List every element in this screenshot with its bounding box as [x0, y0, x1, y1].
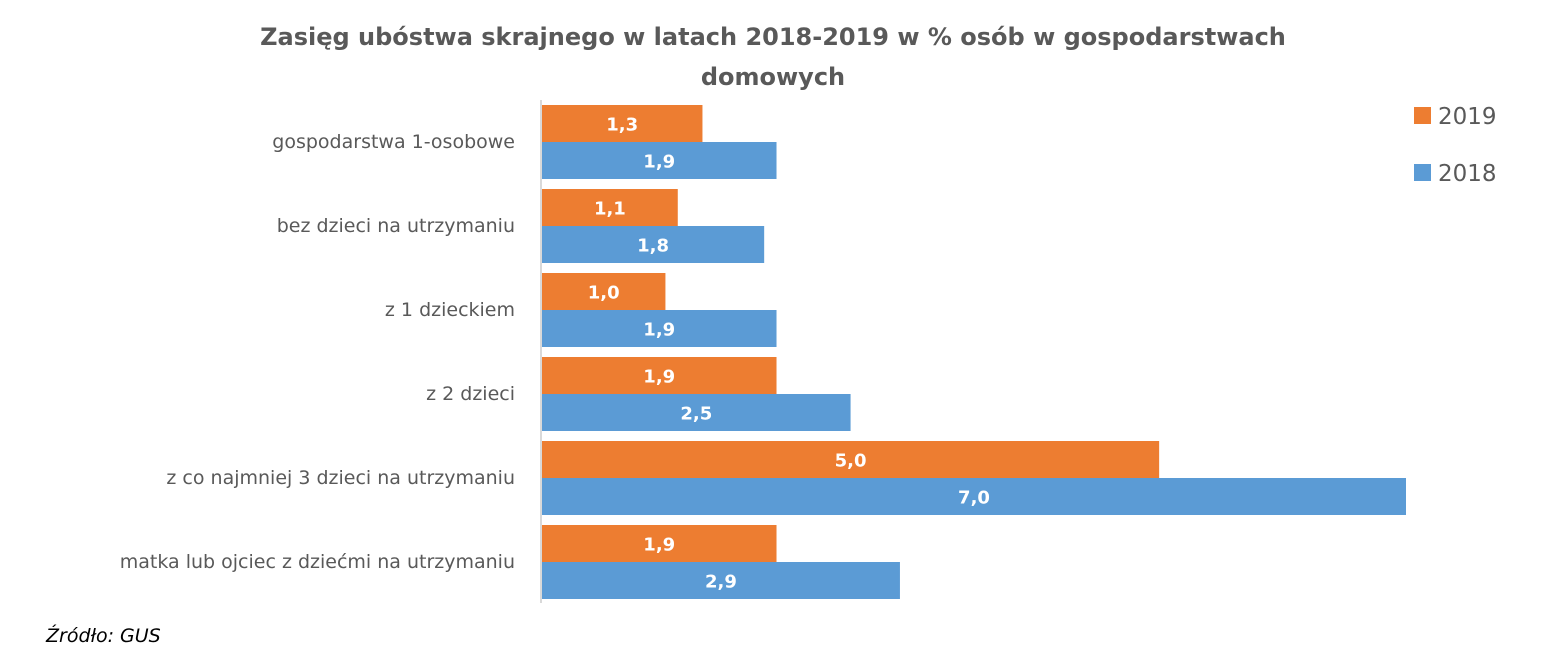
data-label-2019: 1,1	[594, 199, 626, 220]
legend-swatch-2019	[1414, 107, 1431, 124]
data-label-2018: 7,0	[958, 488, 990, 509]
bar-2019	[542, 357, 777, 394]
data-label-2018: 1,9	[643, 152, 675, 173]
chart-title-line-2: domowych	[701, 63, 845, 91]
legend-swatch-2018	[1414, 164, 1431, 181]
bar-2019	[542, 189, 678, 226]
data-label-2018: 1,8	[637, 236, 669, 257]
category-label: matka lub ojciec z dziećmi na utrzymaniu	[120, 551, 515, 573]
bar-2018	[542, 142, 777, 179]
data-label-2019: 1,0	[588, 283, 620, 304]
bar-2018	[542, 562, 900, 599]
data-label-2019: 1,9	[643, 367, 675, 388]
category-label: bez dzieci na utrzymaniu	[277, 215, 515, 237]
data-label-2018: 1,9	[643, 320, 675, 341]
category-label: gospodarstwa 1-osobowe	[272, 131, 515, 153]
bar-2019	[542, 441, 1160, 478]
data-label-2019: 1,9	[643, 535, 675, 556]
category-label: z co najmniej 3 dzieci na utrzymaniu	[166, 467, 515, 489]
data-label-2018: 2,9	[705, 572, 737, 593]
source-note: Źródło: GUS	[45, 624, 161, 647]
bar-2019	[542, 273, 666, 310]
data-label-2019: 5,0	[835, 451, 867, 472]
data-label-2018: 2,5	[680, 404, 712, 425]
bar-2018	[542, 310, 777, 347]
category-label: z 1 dzieckiem	[385, 299, 515, 321]
legend-label-2018: 2018	[1438, 161, 1497, 187]
bar-2019	[542, 525, 777, 562]
bar-2019	[542, 105, 703, 142]
category-label: z 2 dzieci	[426, 383, 515, 405]
data-label-2019: 1,3	[606, 115, 638, 136]
legend: 2019 2018	[1414, 104, 1497, 187]
chart-title-line-1: Zasięg ubóstwa skrajnego w latach 2018-2…	[260, 23, 1286, 51]
bar-2018	[542, 478, 1406, 515]
bar-2018	[542, 394, 851, 431]
legend-label-2019: 2019	[1438, 104, 1497, 130]
bar-2018	[542, 226, 765, 263]
